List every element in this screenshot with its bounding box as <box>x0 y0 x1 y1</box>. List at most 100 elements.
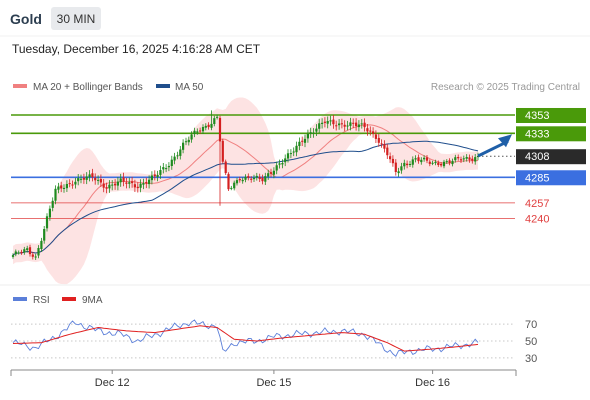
rsi-ma-swatch <box>62 297 76 301</box>
candle-body <box>247 176 250 178</box>
candle-body <box>366 128 369 132</box>
rsi-panel: 70 50 30 <box>11 319 537 365</box>
candle-body <box>23 249 26 253</box>
rsi-tick-70: 70 <box>525 319 537 331</box>
candle-body <box>48 208 51 218</box>
candle-body <box>383 144 386 149</box>
candle-body <box>329 120 332 122</box>
bollinger-band <box>13 97 478 285</box>
candle-body <box>445 161 448 163</box>
candle-body <box>360 123 363 125</box>
candle-body <box>40 240 43 249</box>
candle-body <box>417 157 420 162</box>
candle-body <box>184 141 188 143</box>
legend-ma50: MA 50 <box>156 82 204 93</box>
candle-body <box>343 124 346 127</box>
candle-body <box>199 130 202 132</box>
ma50-line <box>12 140 479 256</box>
candle-body <box>363 122 366 128</box>
rsi-line <box>12 319 479 358</box>
candle-body <box>408 164 412 165</box>
candle-body <box>68 183 71 185</box>
candle-body <box>210 123 213 128</box>
candle-body <box>79 178 83 180</box>
candle-body <box>57 186 60 190</box>
candle-body <box>179 149 182 156</box>
candle-body <box>250 178 253 180</box>
candle-body <box>54 188 57 201</box>
candle-body <box>440 163 443 166</box>
candle-body <box>309 132 312 134</box>
candle-body <box>374 134 377 139</box>
candle-body <box>386 147 389 156</box>
candle-body <box>332 119 335 125</box>
candle-body <box>31 254 34 257</box>
candle-body <box>406 163 409 166</box>
ma50-legend-label: MA 50 <box>175 82 204 93</box>
candle-body <box>170 159 173 166</box>
candle-body <box>289 153 292 155</box>
candle-body <box>391 158 394 164</box>
price-panel: 4353 4333 4308 4285 4257 4240 <box>11 97 586 285</box>
candle-body <box>20 251 23 253</box>
candle-body <box>71 184 74 186</box>
candle-body <box>136 186 139 189</box>
candle-body <box>133 184 136 188</box>
candle-body <box>182 142 185 150</box>
candle-body <box>99 179 102 183</box>
candle-body <box>465 157 468 159</box>
level-label-4257: 4257 <box>525 198 549 210</box>
level-box-4285 <box>516 170 586 186</box>
candle-body <box>377 137 380 143</box>
candle-body <box>233 182 236 189</box>
candle-body <box>414 158 417 160</box>
candle-body <box>51 200 54 208</box>
forecast-arrow-head <box>498 134 512 148</box>
candle-body <box>275 165 278 171</box>
candle-body <box>241 179 244 182</box>
timeframe-badge[interactable]: 30 MIN <box>51 7 101 30</box>
legend-rsi: RSI 9MA <box>13 295 103 306</box>
candle-body <box>281 163 284 165</box>
candle-body <box>295 145 298 153</box>
x-tick-label: Dec 15 <box>256 377 291 389</box>
candle-body <box>207 124 210 128</box>
candle-body <box>91 173 94 178</box>
candle-body <box>165 168 168 170</box>
level-box-4333 <box>516 126 586 142</box>
candle-body <box>431 162 434 164</box>
candle-body <box>355 122 358 127</box>
ma20-swatch <box>13 84 27 88</box>
candle-body <box>471 158 474 161</box>
candle-body <box>462 158 465 160</box>
forecast-arrow <box>477 134 512 158</box>
candle-body <box>37 248 40 256</box>
candle-body <box>448 160 451 163</box>
candle-body <box>397 171 400 174</box>
candle-body <box>261 177 264 182</box>
candle-body <box>437 162 440 165</box>
candle-body <box>145 182 148 184</box>
candle-body <box>108 184 111 189</box>
candle-body <box>258 176 261 179</box>
candle-body <box>14 251 17 255</box>
candle-body <box>286 153 290 159</box>
candle-body <box>272 170 275 175</box>
candle-body <box>94 177 97 181</box>
candle-body <box>303 138 307 143</box>
level-label-4285: 4285 <box>525 172 549 184</box>
candle-body <box>224 161 227 174</box>
candle-body <box>312 132 315 134</box>
candle-body <box>128 182 131 184</box>
candle-body <box>43 229 46 241</box>
candle-body <box>284 158 287 163</box>
candle-body <box>420 159 423 163</box>
candle-body <box>62 187 66 189</box>
current-price-box <box>516 149 586 165</box>
candle-body <box>338 123 341 126</box>
candle-body <box>156 175 159 178</box>
candle-body <box>190 134 193 140</box>
candle-body <box>85 176 88 180</box>
candle-body <box>318 123 321 129</box>
candle-body <box>65 184 68 189</box>
